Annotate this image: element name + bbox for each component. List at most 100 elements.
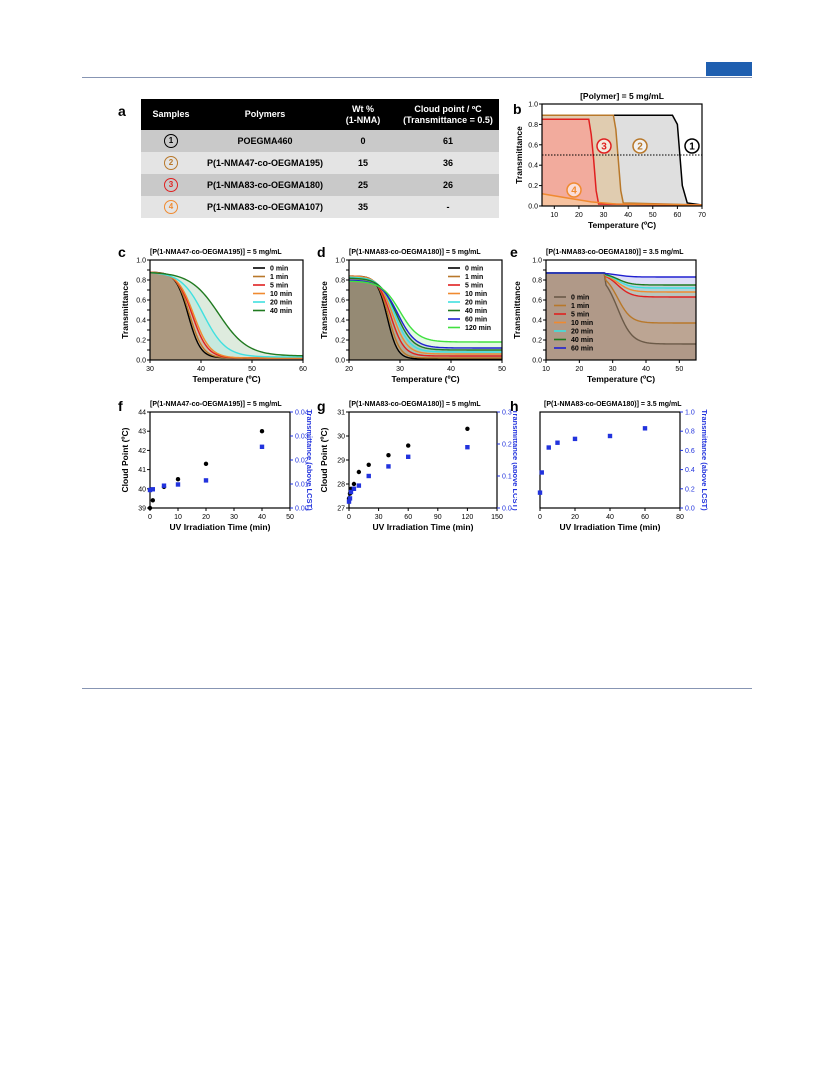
y-tick-label: 0.2 <box>528 183 538 190</box>
wt-cell: 35 <box>329 196 397 218</box>
series-line <box>149 271 303 359</box>
x-tick-label: 150 <box>491 514 503 521</box>
x-tick-label: 40 <box>624 212 632 219</box>
y2-tick-label: 0.04 <box>295 410 309 417</box>
series-fill <box>150 272 303 360</box>
y-tick-label: 0.8 <box>532 278 542 285</box>
series-fill <box>349 276 502 360</box>
sample-number-circle: 4 <box>164 200 178 214</box>
y2-tick-label: 0.03 <box>295 434 309 441</box>
series-fill-3 <box>542 119 702 206</box>
series-line <box>149 271 304 357</box>
chart-title: [P(1-NMA83-co-OEGMA180)] = 3.5 mg/mL <box>546 249 684 256</box>
cloud-point-cell: 36 <box>397 152 499 174</box>
y-tick-label: 0.6 <box>136 298 146 305</box>
header-wt: Wt % (1-NMA) <box>329 99 397 130</box>
y-tick-label: 1.0 <box>136 258 146 265</box>
legend-label: 0 min <box>270 266 288 273</box>
x-tick-label: 40 <box>197 366 205 373</box>
y2-tick-label: 0.1 <box>502 474 512 481</box>
series-fill <box>150 272 303 360</box>
y-tick-label: 0.4 <box>685 467 695 474</box>
wt-cell: 25 <box>329 174 397 196</box>
table-row: 1 POEGMA460 0 61 <box>141 130 499 152</box>
data-point-circle <box>259 429 265 434</box>
x-tick-label: 40 <box>258 514 266 521</box>
panel-label-h: h <box>510 398 519 414</box>
y-tick-label: 0.6 <box>335 298 345 305</box>
panel-label-e: e <box>510 244 518 260</box>
series-marker-circle <box>632 138 648 154</box>
data-point-square <box>203 478 209 483</box>
x-tick-label: 0 <box>538 514 542 521</box>
x-tick-label: 30 <box>375 514 383 521</box>
y-tick-label: 0.6 <box>528 142 538 149</box>
series-fill <box>150 272 303 360</box>
data-point-square <box>539 470 544 475</box>
chart-title: [P(1-NMA47-co-OEGMA195)] = 5 mg/mL <box>150 249 282 256</box>
series-line-1 <box>542 114 703 206</box>
y-tick-label: 0.4 <box>528 163 538 170</box>
y-tick-label: 0.2 <box>532 338 542 345</box>
y2-axis-label: Transmittance (above LCST) <box>700 409 709 511</box>
cloud-point-cell: 61 <box>397 130 499 152</box>
data-point-circle <box>147 505 153 511</box>
x-tick-label: 70 <box>698 212 706 219</box>
data-point-square <box>546 445 551 450</box>
y-axis-label: Transmittance <box>319 281 329 339</box>
plot-frame <box>149 411 291 509</box>
polymer-table: Samples Polymers Wt % (1-NMA) Cloud poin… <box>141 99 499 218</box>
legend-label: 120 min <box>465 325 491 332</box>
y-tick-label: 0.8 <box>528 122 538 129</box>
x-tick-label: 50 <box>286 514 294 521</box>
data-point-square <box>175 482 181 487</box>
x-axis-label: UV Irradiation Time (min) <box>170 522 271 532</box>
legend-label: 5 min <box>465 283 483 290</box>
series-line <box>546 272 696 278</box>
y-tick-label: 28 <box>337 482 345 489</box>
x-tick-label: 50 <box>649 212 657 219</box>
y2-axis-label: Transmittance (above LCST) <box>305 409 313 511</box>
y2-tick-label: 0.00 <box>295 506 309 513</box>
data-point-square <box>150 487 155 492</box>
y-axis-label: Transmittance <box>514 126 524 184</box>
wt-cell: 15 <box>329 152 397 174</box>
x-tick-label: 10 <box>542 366 550 373</box>
series-line-2 <box>542 114 703 206</box>
legend-label: 0 min <box>571 295 589 302</box>
cloud-point-cell: 26 <box>397 174 499 196</box>
y-tick-label: 0.0 <box>528 204 538 211</box>
header-samples: Samples <box>141 99 201 130</box>
y-tick-label: 0.0 <box>532 358 542 365</box>
series-marker-label: 4 <box>571 186 577 197</box>
sample-number-circle: 2 <box>164 156 178 170</box>
sample-cell: 1 <box>141 130 201 152</box>
table-row: 2 P(1-NMA47-co-OEGMA195) 15 36 <box>141 152 499 174</box>
series-fill <box>349 276 502 360</box>
sample-number-circle: 3 <box>164 178 178 192</box>
x-axis-label: Temperature (ºC) <box>391 374 459 384</box>
y-tick-label: 1.0 <box>532 258 542 265</box>
header-tab <box>706 62 752 76</box>
data-point-square <box>607 433 613 439</box>
chart-title: [P(1-NMA83-co-OEGMA180)] = 3.5 mg/mL <box>544 401 682 408</box>
y-tick-label: 44 <box>138 410 146 417</box>
series-line-4 <box>541 193 703 206</box>
plot-frame <box>348 411 498 509</box>
series-line <box>348 280 503 343</box>
series-line <box>149 272 304 358</box>
x-tick-label: 30 <box>600 212 608 219</box>
x-tick-label: 20 <box>575 366 583 373</box>
y2-axis-label: Transmittance (above LCST) <box>511 409 517 511</box>
data-point-square <box>347 496 353 501</box>
legend-label: 60 min <box>571 346 593 353</box>
panel-label-d: d <box>317 244 326 260</box>
x-axis-label: UV Irradiation Time (min) <box>560 522 661 532</box>
x-tick-label: 20 <box>575 212 583 219</box>
y-tick-label: 0.2 <box>136 338 146 345</box>
data-point-square <box>161 483 167 488</box>
polymer-cell: P(1-NMA47-co-OEGMA195) <box>201 152 329 174</box>
legend-label: 1 min <box>465 274 483 281</box>
y2-tick-label: 0.2 <box>502 442 512 449</box>
x-tick-label: 80 <box>676 514 684 521</box>
